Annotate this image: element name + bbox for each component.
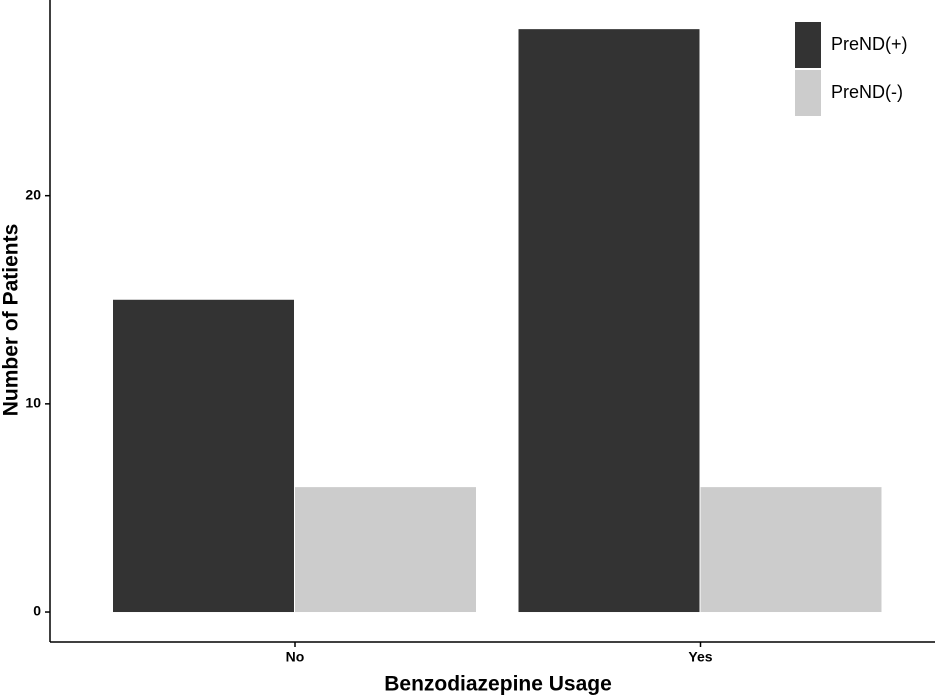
bar [518,29,700,613]
legend-key [795,22,821,68]
legend-label: PreND(-) [831,82,903,102]
y-tick-label: 20 [25,186,41,202]
x-tick-label: Yes [688,649,712,665]
bar [700,487,882,613]
x-tick-label: No [286,649,305,665]
legend-key [795,70,821,116]
bar [113,299,294,613]
legend-label: PreND(+) [831,34,908,54]
y-tick-label: 0 [33,603,41,619]
x-axis-title: Benzodiazepine Usage [384,673,612,696]
y-axis-title: Number of Patients [0,224,23,417]
bar [295,487,476,613]
y-tick-label: 10 [25,395,41,411]
